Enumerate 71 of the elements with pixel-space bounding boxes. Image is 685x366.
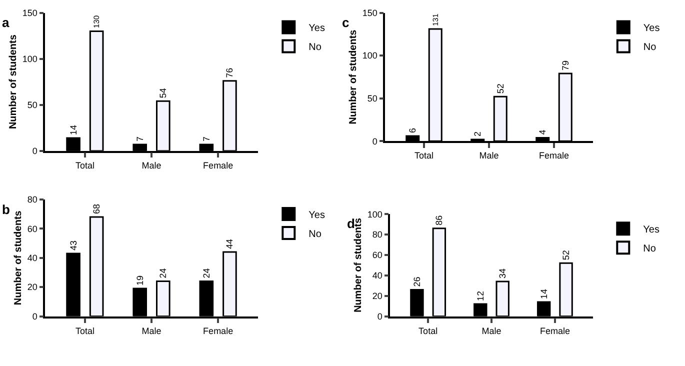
x-tick-label: Total bbox=[414, 150, 434, 161]
y-axis-title: Number of students bbox=[12, 210, 24, 306]
data-label: 12 bbox=[475, 290, 486, 302]
y-tick-label: 150 bbox=[22, 8, 38, 18]
y-tick-label: 150 bbox=[362, 8, 378, 18]
x-tick-label: Total bbox=[75, 160, 94, 170]
data-label: 19 bbox=[134, 276, 145, 286]
data-label: 4 bbox=[538, 130, 548, 135]
data-label: 6 bbox=[408, 128, 418, 134]
legend-label: Yes bbox=[643, 23, 660, 34]
data-label: 76 bbox=[224, 68, 235, 78]
data-label: 54 bbox=[158, 88, 168, 98]
y-tick-label: 60 bbox=[372, 250, 382, 260]
y-tick-label: 100 bbox=[362, 50, 378, 61]
legend-label: No bbox=[643, 244, 656, 255]
y-tick-label: 60 bbox=[27, 224, 38, 234]
chart-title: d bbox=[347, 216, 355, 231]
data-label: 24 bbox=[158, 268, 168, 278]
data-label: 68 bbox=[92, 204, 102, 214]
legend-label: Yes bbox=[308, 23, 325, 34]
y-tick-label: 40 bbox=[27, 253, 38, 264]
data-label: 2 bbox=[472, 131, 483, 136]
y-axis-title: Number of students bbox=[8, 34, 19, 130]
y-axis-title: Number of students bbox=[348, 29, 359, 124]
y-tick-label: 50 bbox=[27, 100, 38, 110]
data-label: 130 bbox=[92, 15, 102, 28]
legend-label: Yes bbox=[643, 224, 660, 236]
legend-label: Yes bbox=[308, 210, 325, 221]
data-label: 24 bbox=[201, 268, 212, 278]
x-tick-label: Total bbox=[75, 326, 94, 336]
legend-label: No bbox=[643, 42, 657, 54]
y-tick-label: 0 bbox=[32, 146, 38, 156]
data-label: 52 bbox=[495, 84, 506, 94]
chart-title: c bbox=[342, 15, 350, 30]
y-tick-label: 0 bbox=[372, 136, 378, 146]
y-axis-title: Number of students bbox=[352, 218, 364, 312]
data-label: 7 bbox=[134, 136, 145, 142]
y-tick-label: 80 bbox=[372, 230, 382, 240]
y-tick-label: 0 bbox=[377, 311, 382, 322]
legend-label: No bbox=[308, 42, 322, 54]
x-tick-label: Female bbox=[538, 150, 570, 161]
data-label: 79 bbox=[560, 60, 570, 71]
x-tick-label: Male bbox=[142, 326, 162, 336]
data-label: 86 bbox=[434, 215, 444, 226]
y-tick-label: 0 bbox=[32, 311, 38, 322]
data-label: 44 bbox=[224, 239, 235, 250]
data-label: 14 bbox=[68, 124, 78, 136]
legend-label: No bbox=[308, 228, 322, 240]
y-tick-label: 20 bbox=[27, 282, 38, 292]
x-tick-label: Total bbox=[418, 326, 438, 336]
data-label: 43 bbox=[68, 240, 78, 251]
y-tick-label: 40 bbox=[372, 270, 382, 281]
x-tick-label: Female bbox=[540, 326, 570, 336]
y-tick-label: 50 bbox=[367, 94, 378, 104]
y-tick-label: 20 bbox=[372, 290, 382, 301]
data-label: 7 bbox=[201, 136, 212, 142]
chart-title: a bbox=[2, 15, 10, 30]
y-tick-label: 100 bbox=[367, 209, 382, 220]
data-label: 131 bbox=[430, 14, 440, 26]
x-tick-label: Male bbox=[482, 326, 502, 336]
y-tick-label: 80 bbox=[27, 194, 38, 205]
x-tick-label: Male bbox=[479, 150, 499, 161]
data-label: 14 bbox=[538, 288, 549, 299]
chart-title: b bbox=[2, 202, 10, 217]
data-label: 52 bbox=[561, 250, 572, 260]
data-label: 26 bbox=[412, 276, 422, 287]
y-tick-label: 100 bbox=[22, 54, 38, 64]
x-tick-label: Female bbox=[203, 160, 234, 170]
x-tick-label: Male bbox=[142, 160, 162, 170]
x-tick-label: Female bbox=[203, 326, 234, 336]
data-label: 34 bbox=[498, 268, 508, 279]
